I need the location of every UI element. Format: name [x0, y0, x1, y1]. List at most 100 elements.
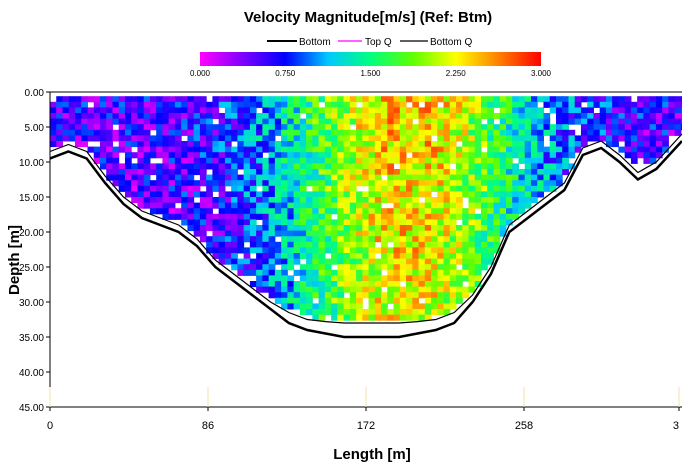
y-tick-label: 30.00 [19, 298, 44, 309]
velocity-cell [337, 146, 345, 153]
velocity-cell [349, 174, 357, 181]
velocity-cell [356, 124, 363, 131]
velocity-cell [256, 146, 263, 153]
velocity-cell [306, 269, 313, 276]
velocity-cell [224, 101, 232, 108]
velocity-cell [249, 219, 257, 226]
velocity-cell [168, 174, 176, 181]
velocity-cell [249, 113, 257, 120]
velocity-cell [131, 101, 138, 108]
velocity-cell [362, 107, 370, 114]
velocity-cell [349, 197, 357, 204]
velocity-cell [674, 96, 682, 103]
velocity-cell [206, 146, 213, 153]
velocity-cell [431, 174, 438, 181]
velocity-cell [337, 129, 345, 136]
velocity-cell [487, 230, 495, 237]
velocity-cell [418, 113, 426, 120]
velocity-cell [474, 107, 482, 114]
velocity-cell [580, 113, 588, 120]
velocity-cell [431, 219, 438, 226]
velocity-cell [356, 208, 363, 215]
velocity-cell [356, 219, 363, 226]
velocity-cell [618, 135, 626, 142]
velocity-cell [462, 146, 470, 153]
velocity-cell [368, 146, 376, 153]
velocity-cell [93, 107, 101, 114]
velocity-cell [306, 281, 313, 288]
velocity-cell [387, 219, 395, 226]
velocity-cell [162, 185, 170, 192]
velocity-cell [174, 141, 182, 148]
velocity-cell [418, 219, 426, 226]
velocity-cell [99, 107, 107, 114]
velocity-cell [243, 113, 251, 120]
velocity-cell [512, 174, 519, 181]
velocity-cell [674, 118, 682, 125]
velocity-cell [299, 101, 307, 108]
velocity-cell [268, 225, 276, 232]
velocity-cell [462, 163, 470, 170]
velocity-cell [262, 208, 270, 215]
velocity-cell [555, 101, 563, 108]
velocity-cell [587, 124, 594, 131]
velocity-cell [662, 129, 669, 136]
velocity-cell [362, 169, 370, 176]
velocity-cell [487, 141, 495, 148]
velocity-cell [343, 146, 351, 153]
velocity-cell [624, 107, 632, 114]
velocity-cell [243, 146, 251, 153]
velocity-cell [649, 129, 657, 136]
velocity-cell [93, 124, 101, 131]
velocity-cell [449, 129, 457, 136]
velocity-cell [187, 169, 195, 176]
velocity-cell [399, 309, 407, 316]
velocity-cell [212, 101, 220, 108]
velocity-cell [387, 113, 395, 120]
velocity-cell [374, 141, 382, 148]
velocity-cell [74, 101, 82, 108]
velocity-cell [231, 264, 238, 271]
velocity-cell [249, 236, 257, 243]
velocity-cell [249, 107, 257, 114]
velocity-cell [331, 141, 338, 148]
velocity-cell [162, 169, 170, 176]
velocity-cell [368, 264, 376, 271]
velocity-cell [431, 185, 438, 192]
velocity-cell [443, 247, 451, 254]
velocity-cell [199, 213, 207, 220]
velocity-cell [137, 191, 145, 198]
velocity-cell [256, 286, 263, 293]
velocity-cell [474, 258, 482, 265]
velocity-cell [349, 253, 357, 260]
velocity-cell [212, 213, 220, 220]
velocity-cell [299, 202, 307, 209]
velocity-cell [399, 253, 407, 260]
velocity-cell [149, 118, 157, 125]
velocity-cell [193, 213, 201, 220]
velocity-cell [449, 197, 457, 204]
velocity-cell [474, 129, 482, 136]
velocity-cell [387, 253, 395, 260]
velocity-cell [412, 247, 420, 254]
velocity-cell [537, 141, 544, 148]
velocity-cell [324, 202, 332, 209]
velocity-cell [181, 146, 188, 153]
velocity-cell [456, 225, 463, 232]
velocity-cell [387, 152, 395, 159]
velocity-cell [568, 135, 576, 142]
velocity-cell [324, 101, 332, 108]
velocity-cell [212, 241, 220, 248]
velocity-cell [474, 281, 482, 288]
velocity-cell [418, 135, 426, 142]
velocity-cell [349, 230, 357, 237]
velocity-cell [318, 281, 326, 288]
velocity-cell [537, 191, 544, 198]
velocity-cell [662, 118, 669, 125]
velocity-cell [50, 141, 57, 148]
velocity-cell [337, 269, 345, 276]
velocity-cell [362, 152, 370, 159]
velocity-cell [524, 163, 532, 170]
velocity-cell [268, 96, 276, 103]
velocity-cell [293, 230, 301, 237]
